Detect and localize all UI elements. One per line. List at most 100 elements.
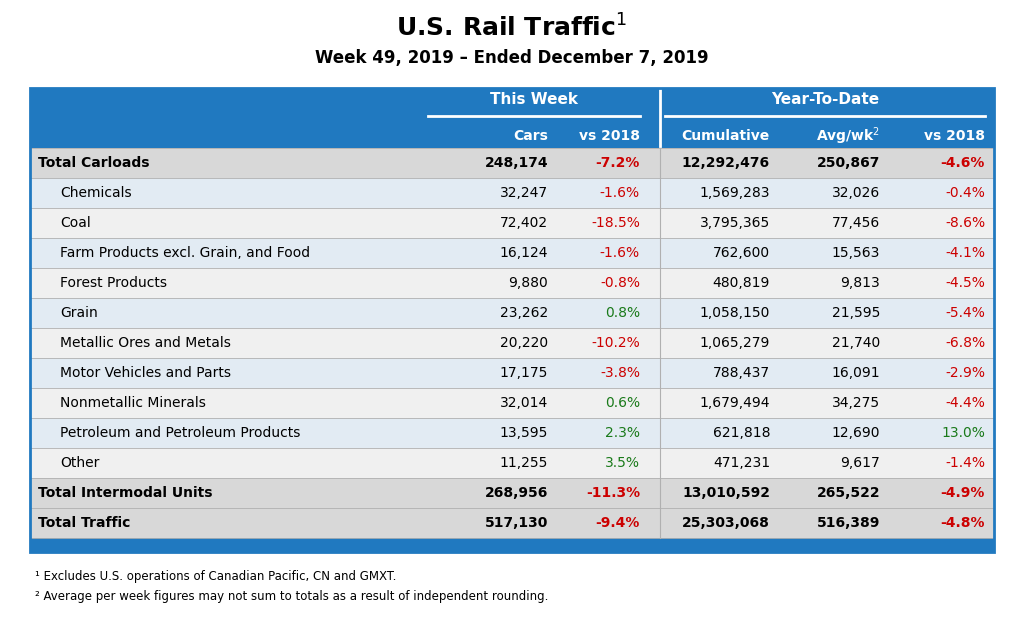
Text: 762,600: 762,600 [713,246,770,260]
Text: 516,389: 516,389 [816,516,880,530]
Text: -4.9%: -4.9% [941,486,985,500]
Text: 13,595: 13,595 [500,426,548,440]
Text: 9,617: 9,617 [841,456,880,470]
Text: 11,255: 11,255 [500,456,548,470]
Bar [30,538,994,552]
Text: 12,292,476: 12,292,476 [682,156,770,170]
Text: 621,818: 621,818 [713,426,770,440]
Bar [30,88,994,552]
Text: Chemicals: Chemicals [60,186,132,200]
Text: This Week: This Week [490,93,578,108]
Bar [30,238,994,268]
Text: ¹ Excludes U.S. operations of Canadian Pacific, CN and GMXT.: ¹ Excludes U.S. operations of Canadian P… [35,570,396,583]
Text: 34,275: 34,275 [831,396,880,410]
Text: 12,690: 12,690 [831,426,880,440]
Text: 72,402: 72,402 [500,216,548,230]
Bar [30,178,994,208]
Text: 77,456: 77,456 [831,216,880,230]
Text: 1,679,494: 1,679,494 [699,396,770,410]
Text: 15,563: 15,563 [831,246,880,260]
Bar [30,88,994,148]
Text: Cars: Cars [513,129,548,143]
Text: -10.2%: -10.2% [591,336,640,350]
Text: 471,231: 471,231 [713,456,770,470]
Text: 23,262: 23,262 [500,306,548,320]
Text: -3.8%: -3.8% [600,366,640,380]
Text: Total Carloads: Total Carloads [38,156,150,170]
Text: Grain: Grain [60,306,97,320]
Text: 13.0%: 13.0% [941,426,985,440]
Text: 16,124: 16,124 [500,246,548,260]
Text: Coal: Coal [60,216,91,230]
Text: U.S. Rail Traffic$^1$: U.S. Rail Traffic$^1$ [396,14,628,41]
Text: -9.4%: -9.4% [596,516,640,530]
Text: Total Intermodal Units: Total Intermodal Units [38,486,213,500]
Bar [30,448,994,478]
Bar [30,508,994,538]
Bar [30,268,994,298]
Text: 32,247: 32,247 [500,186,548,200]
Text: 21,740: 21,740 [831,336,880,350]
Text: 1,058,150: 1,058,150 [699,306,770,320]
Bar [30,418,994,448]
Text: ² Average per week figures may not sum to totals as a result of independent roun: ² Average per week figures may not sum t… [35,590,549,603]
Text: -1.6%: -1.6% [600,186,640,200]
Bar [30,328,994,358]
Text: Cumulative: Cumulative [682,129,770,143]
Text: 13,010,592: 13,010,592 [682,486,770,500]
Text: -4.1%: -4.1% [945,246,985,260]
Text: vs 2018: vs 2018 [579,129,640,143]
Text: 16,091: 16,091 [831,366,880,380]
Text: 250,867: 250,867 [816,156,880,170]
Text: -18.5%: -18.5% [591,216,640,230]
Text: -6.8%: -6.8% [945,336,985,350]
Text: Week 49, 2019 – Ended December 7, 2019: Week 49, 2019 – Ended December 7, 2019 [315,49,709,67]
Text: 3,795,365: 3,795,365 [699,216,770,230]
Text: -4.5%: -4.5% [945,276,985,290]
Bar [30,478,994,508]
Text: -1.4%: -1.4% [945,456,985,470]
Text: -0.4%: -0.4% [945,186,985,200]
Text: 265,522: 265,522 [816,486,880,500]
Text: Year-To-Date: Year-To-Date [771,93,879,108]
Text: -11.3%: -11.3% [586,486,640,500]
Bar [30,298,994,328]
Text: Farm Products excl. Grain, and Food: Farm Products excl. Grain, and Food [60,246,310,260]
Text: -7.2%: -7.2% [596,156,640,170]
Text: 20,220: 20,220 [500,336,548,350]
Bar [30,358,994,388]
Text: 788,437: 788,437 [713,366,770,380]
Text: 32,014: 32,014 [500,396,548,410]
Text: -0.8%: -0.8% [600,276,640,290]
Text: 3.5%: 3.5% [605,456,640,470]
Text: 9,880: 9,880 [508,276,548,290]
Text: 480,819: 480,819 [713,276,770,290]
Text: Other: Other [60,456,99,470]
Text: Motor Vehicles and Parts: Motor Vehicles and Parts [60,366,231,380]
Text: -5.4%: -5.4% [945,306,985,320]
Text: Total Traffic: Total Traffic [38,516,130,530]
Bar [30,388,994,418]
Text: 17,175: 17,175 [500,366,548,380]
Text: -4.8%: -4.8% [940,516,985,530]
Text: 25,303,068: 25,303,068 [682,516,770,530]
Bar [30,208,994,238]
Text: -4.6%: -4.6% [941,156,985,170]
Text: 1,065,279: 1,065,279 [699,336,770,350]
Text: 248,174: 248,174 [484,156,548,170]
Text: Nonmetallic Minerals: Nonmetallic Minerals [60,396,206,410]
Text: 21,595: 21,595 [831,306,880,320]
Text: -8.6%: -8.6% [945,216,985,230]
Text: Forest Products: Forest Products [60,276,167,290]
Text: Metallic Ores and Metals: Metallic Ores and Metals [60,336,230,350]
Text: 517,130: 517,130 [484,516,548,530]
Bar [30,148,994,178]
Text: 0.6%: 0.6% [605,396,640,410]
Text: 268,956: 268,956 [484,486,548,500]
Text: Avg/wk$^2$: Avg/wk$^2$ [816,125,880,147]
Text: 9,813: 9,813 [841,276,880,290]
Text: 0.8%: 0.8% [605,306,640,320]
Text: Petroleum and Petroleum Products: Petroleum and Petroleum Products [60,426,300,440]
Text: 32,026: 32,026 [831,186,880,200]
Text: 1,569,283: 1,569,283 [699,186,770,200]
